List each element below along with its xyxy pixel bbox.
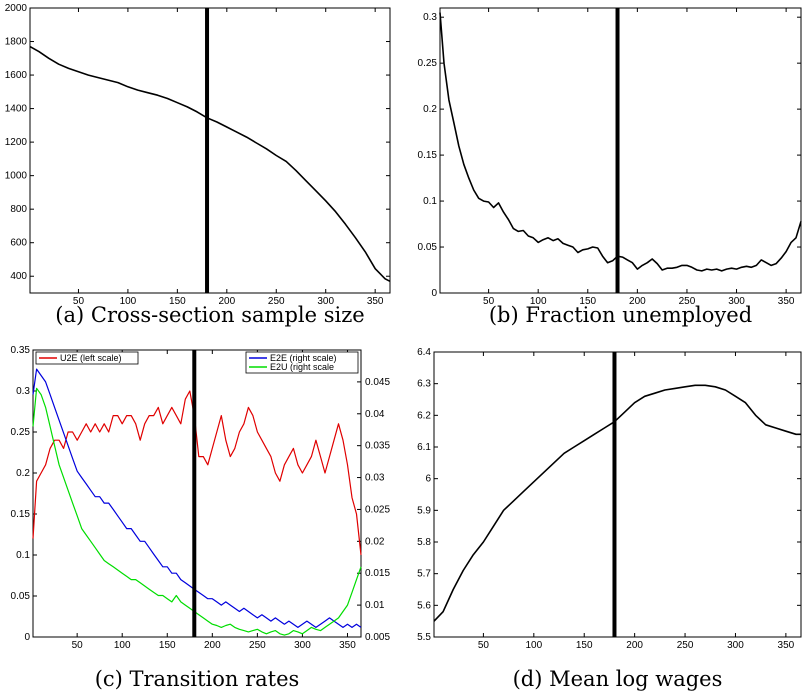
x-tick-label: 100 <box>525 640 542 651</box>
series-line-u2e <box>32 390 362 556</box>
x-tick-label: 100 <box>114 640 131 651</box>
chart-d: 50 100 150 200 250 300 350 5.5 5.6 5.7 5.8 5.9 6 6.1 6… <box>417 347 802 691</box>
y2-tick-label: 0.035 <box>365 441 390 452</box>
x-tick-label: 200 <box>204 640 221 651</box>
x-tick-label: 250 <box>249 640 266 651</box>
y-tick-label: 0.2 <box>16 468 30 479</box>
series-line-e2u <box>32 387 362 636</box>
x-tick-label: 100 <box>120 296 137 307</box>
x-tick-label: 100 <box>530 296 547 307</box>
x-tick-label: 350 <box>367 296 384 307</box>
y-tick-label: 0.25 <box>11 427 31 438</box>
y-tick-label: 6.2 <box>417 410 431 421</box>
legend-right: E2E (right scale)E2U (right scale <box>245 351 359 374</box>
y-tick-label: 6.4 <box>417 347 431 358</box>
y-tick-label: 0.3 <box>423 12 437 23</box>
y-tick-label: 0.15 <box>11 509 31 520</box>
x-tick-label: 300 <box>294 640 311 651</box>
chart-a: 50 100 150 200 250 300 350 400 600 800 1000 1200 140… <box>5 3 391 327</box>
y-tick-label: 0.2 <box>423 104 437 115</box>
subfigure-caption: (b) Fraction unemployed <box>489 303 752 327</box>
x-tick-label: 350 <box>778 296 795 307</box>
y-tick-label: 0.35 <box>11 345 31 356</box>
series-line-a <box>29 45 391 283</box>
y-tick-label: 0 <box>24 632 30 643</box>
legend-left: U2E (left scale) <box>35 351 139 365</box>
x-tick-label: 250 <box>677 640 694 651</box>
y2-tick-label: 0.015 <box>365 568 390 579</box>
legend-label: E2E (right scale) <box>270 353 337 363</box>
y-tick-label: 5.8 <box>417 537 431 548</box>
y-tick-label: 0 <box>431 288 437 299</box>
x-tick-label: 50 <box>72 640 84 651</box>
x-tick-label: 50 <box>73 296 85 307</box>
subfigure-caption: (a) Cross-section sample size <box>55 303 364 327</box>
y-tick-label: 2000 <box>5 3 28 14</box>
x-tick-label: 250 <box>268 296 285 307</box>
y2-tick-label: 0.01 <box>365 600 385 611</box>
chart-c: 50 100 150 200 250 300 350 0 0.05 0.1 0.15 0.2 0.25 0… <box>11 345 391 691</box>
y-tick-label: 600 <box>10 238 27 249</box>
y-tick-label: 0.15 <box>418 150 438 161</box>
plot-frame <box>433 351 802 638</box>
y-tick-label: 6.3 <box>417 379 431 390</box>
plot-frame <box>32 349 362 638</box>
x-tick-label: 50 <box>483 296 495 307</box>
y-tick-label: 0.05 <box>418 242 438 253</box>
x-tick-label: 200 <box>218 296 235 307</box>
y-tick-label: 0.1 <box>16 550 30 561</box>
y-tick-label: 0.05 <box>11 591 31 602</box>
series-line-b <box>439 12 802 272</box>
y-tick-label: 6 <box>425 474 431 485</box>
series-line-e2e <box>32 368 362 629</box>
legend-box <box>35 351 139 365</box>
y-tick-label: 5.7 <box>417 569 431 580</box>
chart-b: 50 100 150 200 250 300 350 0 0.05 0.1 0.15 0.2 0.25 0… <box>418 7 802 327</box>
y-tick-label: 1200 <box>5 137 28 148</box>
x-tick-label: 250 <box>679 296 696 307</box>
x-tick-label: 350 <box>339 640 356 651</box>
x-tick-label: 300 <box>317 296 334 307</box>
y-tick-label: 400 <box>10 271 27 282</box>
y-tick-label: 0.1 <box>423 196 437 207</box>
y2-tick-label: 0.04 <box>365 409 385 420</box>
y-tick-label: 5.6 <box>417 600 431 611</box>
subfigure-caption: (c) Transition rates <box>95 667 300 691</box>
y-tick-label: 5.9 <box>417 505 431 516</box>
x-tick-label: 150 <box>576 640 593 651</box>
y2-tick-label: 0.045 <box>365 377 390 388</box>
y-tick-label: 0.3 <box>16 386 30 397</box>
series-line-d <box>433 384 801 622</box>
legend-label: E2U (right scale <box>270 362 334 372</box>
x-tick-label: 300 <box>727 640 744 651</box>
y-tick-label: 1800 <box>5 37 28 48</box>
subfigure-caption: (d) Mean log wages <box>513 667 723 691</box>
plot-frame <box>439 7 802 294</box>
y2-tick-label: 0.025 <box>365 504 390 515</box>
y-tick-label: 1000 <box>5 171 28 182</box>
legend-label: U2E (left scale) <box>60 353 122 363</box>
x-tick-label: 200 <box>629 296 646 307</box>
y2-tick-label: 0.02 <box>365 536 385 547</box>
legend-box <box>245 351 359 374</box>
x-tick-label: 150 <box>169 296 186 307</box>
x-tick-label: 300 <box>728 296 745 307</box>
y2-tick-label: 0.005 <box>365 632 390 643</box>
x-tick-label: 350 <box>778 640 795 651</box>
y-tick-label: 5.5 <box>417 632 431 643</box>
x-tick-label: 200 <box>626 640 643 651</box>
y-tick-label: 1400 <box>5 104 28 115</box>
x-tick-label: 50 <box>478 640 490 651</box>
plot-frame <box>29 7 391 294</box>
x-tick-label: 150 <box>159 640 176 651</box>
y2-tick-label: 0.03 <box>365 473 385 484</box>
y-tick-label: 6.1 <box>417 442 431 453</box>
y-tick-label: 0.25 <box>418 58 438 69</box>
x-tick-label: 150 <box>579 296 596 307</box>
y-tick-label: 1600 <box>5 70 28 81</box>
y-tick-label: 800 <box>10 204 27 215</box>
